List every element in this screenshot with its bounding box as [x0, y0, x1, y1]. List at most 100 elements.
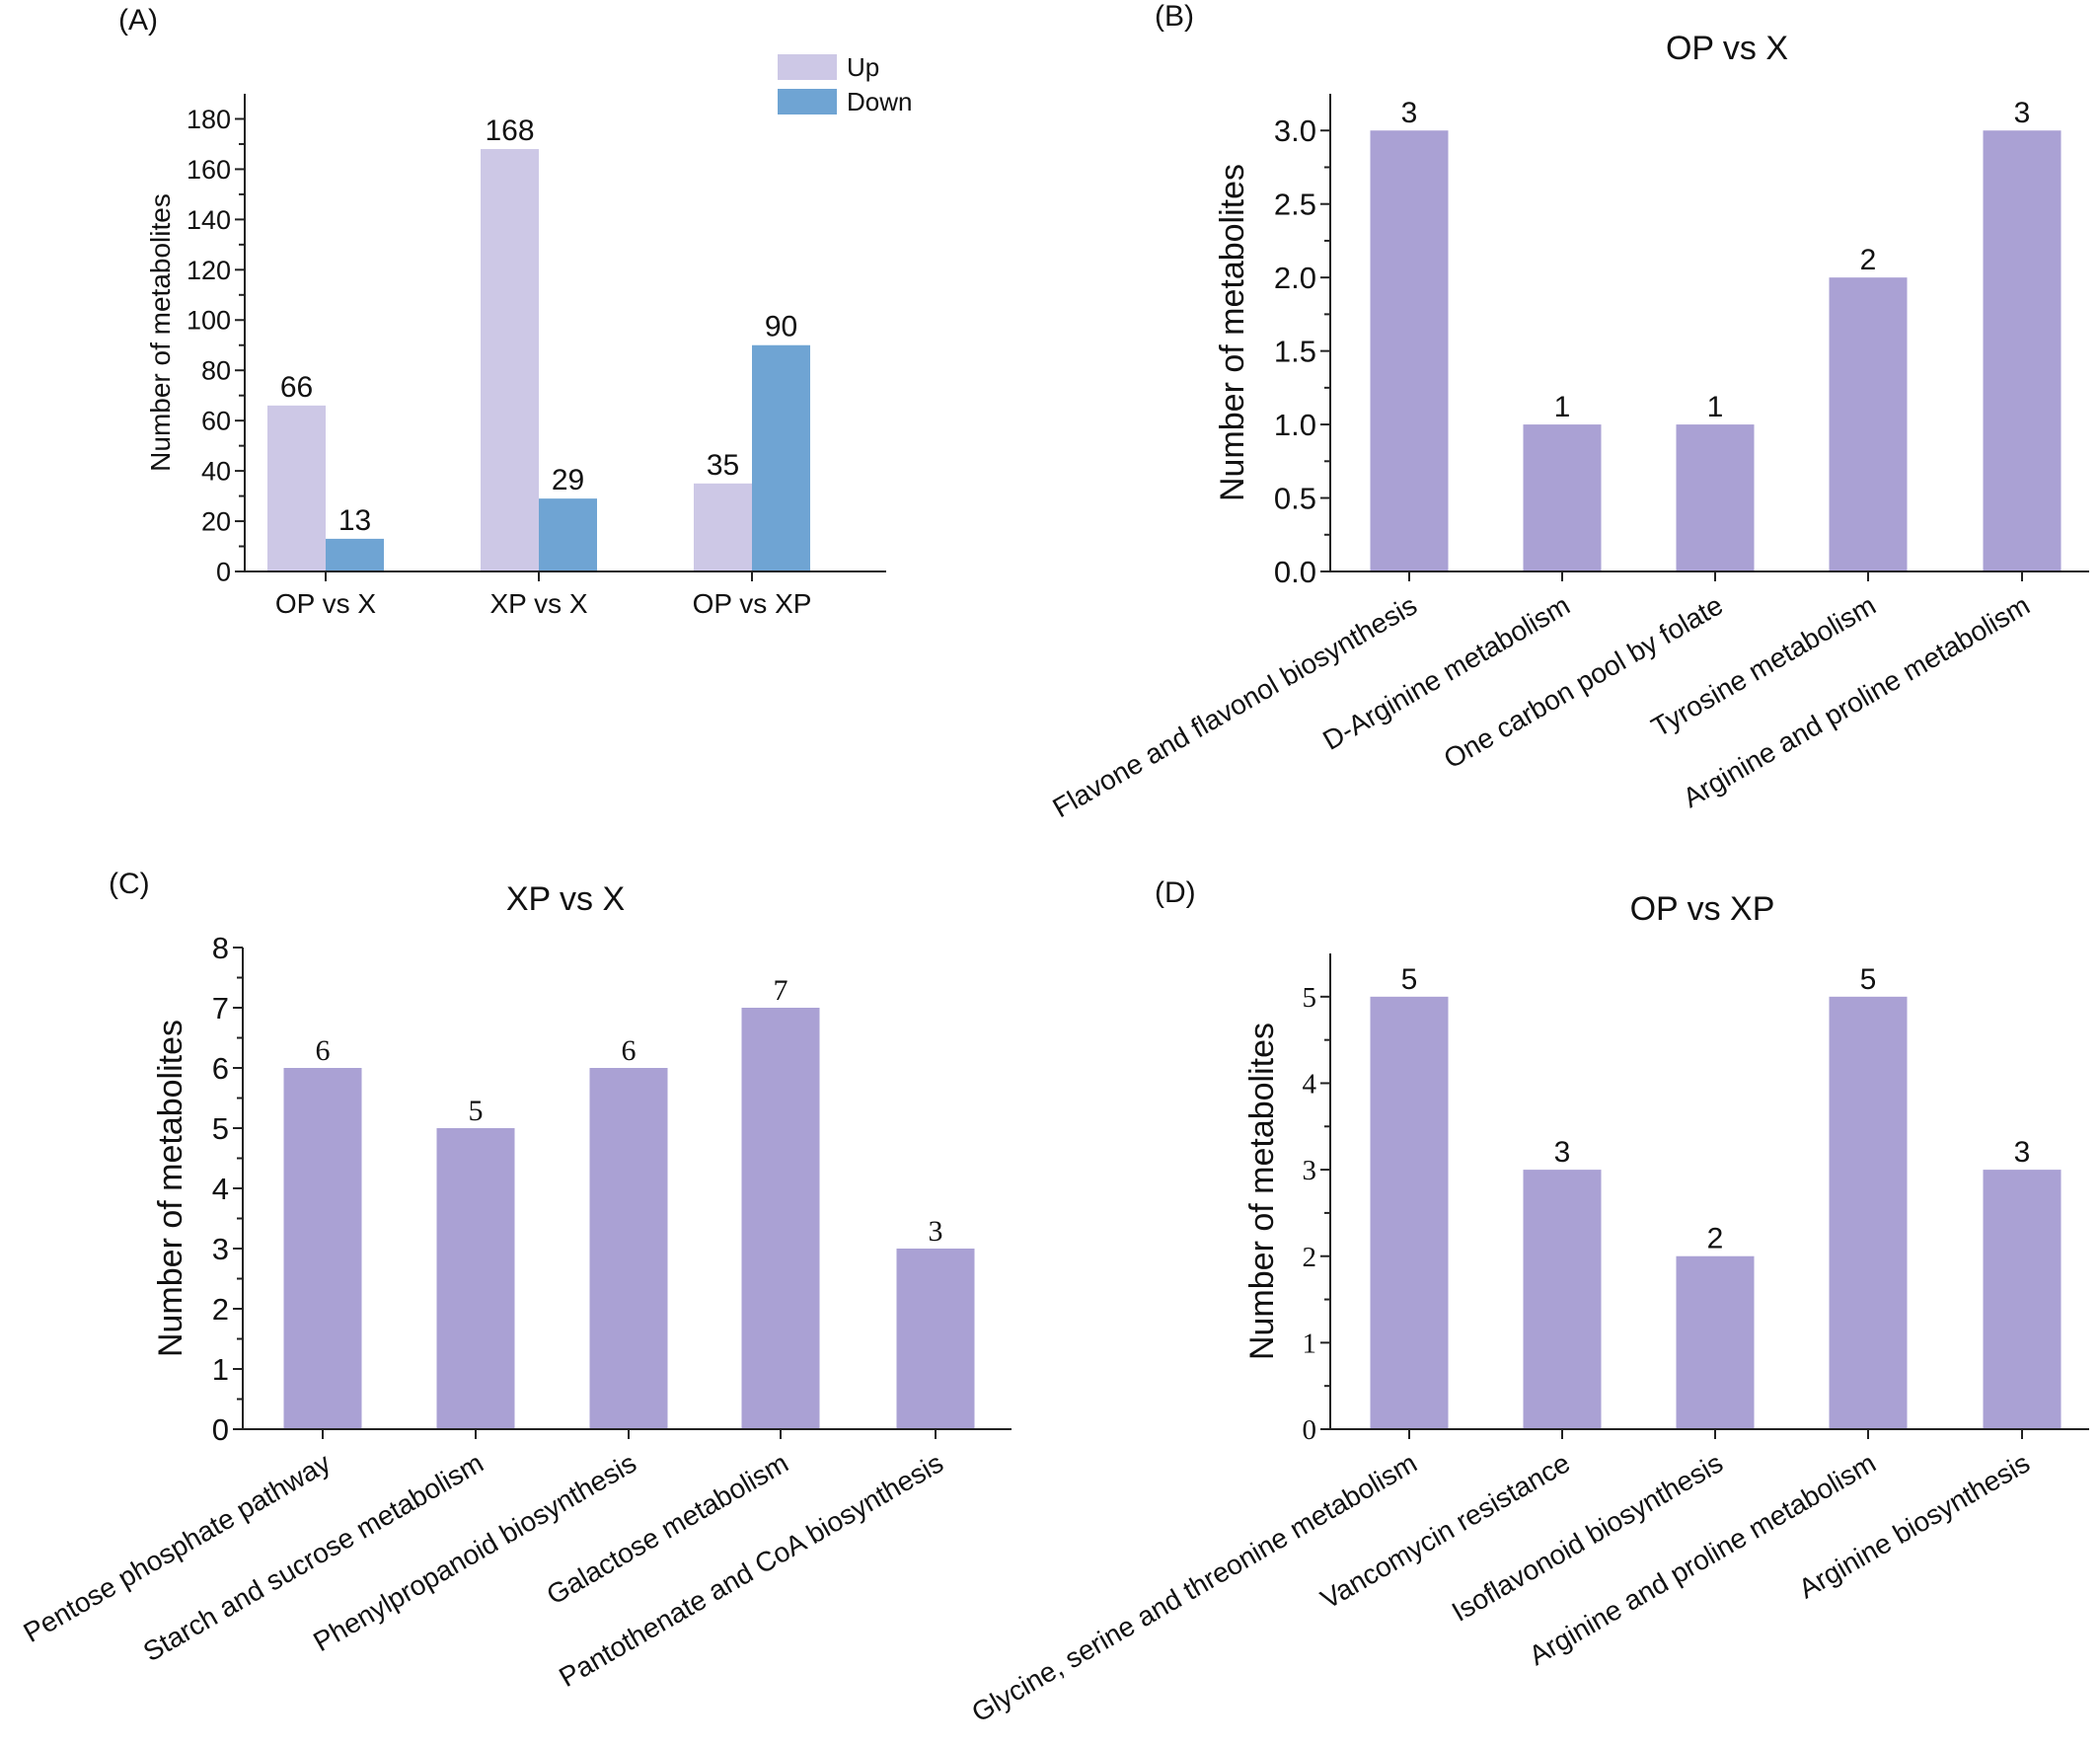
y-tick-label: 4 [1303, 1069, 1317, 1101]
y-tick-label: 8 [212, 931, 229, 965]
y-tick-label: 0 [1303, 1414, 1317, 1446]
y-tick-label: 0.5 [1274, 481, 1316, 515]
bar-value-label: 3 [1401, 97, 1418, 129]
y-tick-label: 2 [212, 1292, 229, 1327]
x-tick-label: OP vs X [275, 588, 377, 619]
y-tick-label: 1.5 [1274, 334, 1316, 368]
y-tick-label: 120 [187, 256, 231, 285]
bar-value-label: 6 [622, 1034, 637, 1067]
bar-4 [896, 1249, 975, 1429]
y-tick-label: 40 [201, 457, 231, 487]
legend-label: Up [847, 52, 879, 82]
chart-panel-a: (A) Number of metabolites 66 13 OP vs X 168 29… [118, 4, 912, 619]
y-tick-label: 0.0 [1274, 555, 1316, 589]
y-tick-label: 5 [1303, 982, 1317, 1014]
bar-4 [1983, 130, 2062, 571]
bar-value-label: 3 [2014, 97, 2031, 129]
bar-2 [589, 1068, 668, 1429]
bar-down-1 [539, 498, 597, 571]
panel-label: (A) [118, 4, 158, 37]
bar-value-label: 3 [2014, 1136, 2031, 1169]
bar-value-label: 1 [1554, 391, 1571, 423]
bar-value-label: 2 [1707, 1223, 1724, 1255]
bar-1 [1523, 1170, 1602, 1429]
bar-value-label: 168 [485, 114, 534, 147]
bar-down-2 [752, 344, 810, 571]
bar-3 [741, 1008, 820, 1429]
y-tick-label: 80 [201, 356, 231, 386]
bar-2 [1676, 1255, 1755, 1429]
y-tick-label: 4 [212, 1172, 229, 1206]
bar-1 [1523, 424, 1602, 571]
y-tick-label: 6 [212, 1051, 229, 1086]
y-tick-label: 2 [1303, 1242, 1317, 1273]
bar-down-0 [326, 538, 384, 571]
chart-title: OP vs X [1666, 30, 1788, 67]
bar-value-label: 29 [552, 464, 584, 496]
bar-0 [1370, 130, 1449, 571]
bar-value-label: 5 [1401, 963, 1418, 996]
chart-title: OP vs XP [1630, 890, 1775, 928]
x-tick-label: Vancomycin resistance [1315, 1447, 1575, 1615]
y-tick-label: 1.0 [1274, 408, 1316, 442]
bar-2 [1676, 424, 1755, 571]
bar-value-label: 66 [280, 371, 313, 404]
y-tick-label: 2.0 [1274, 261, 1316, 295]
y-axis-label: Number of metabolites [152, 1020, 189, 1357]
bar-4 [1983, 1170, 2062, 1429]
legend-swatch-up [778, 54, 837, 80]
bar-up-2 [694, 483, 752, 571]
y-tick-label: 0 [216, 557, 231, 586]
y-tick-label: 0 [212, 1412, 229, 1447]
bar-1 [436, 1128, 515, 1429]
y-axis-label: Number of metabolites [1214, 164, 1251, 501]
y-tick-label: 3 [212, 1232, 229, 1266]
bar-0 [1370, 996, 1449, 1429]
panel-label: (D) [1155, 876, 1196, 909]
bar-value-label: 5 [1860, 963, 1877, 996]
x-tick-label: One carbon pool by folate [1439, 589, 1728, 774]
bar-3 [1829, 277, 1908, 571]
chart-title: XP vs X [506, 880, 625, 918]
y-tick-label: 2.5 [1274, 188, 1316, 222]
y-tick-label: 7 [212, 991, 229, 1025]
x-tick-label: D-Arginine metabolism [1317, 589, 1575, 755]
y-tick-label: 160 [187, 155, 231, 185]
bar-value-label: 13 [338, 504, 371, 537]
y-tick-label: 60 [201, 407, 231, 436]
y-tick-label: 3 [1303, 1155, 1317, 1186]
bar-0 [283, 1068, 362, 1429]
x-tick-label: Isoflavonoid biosynthesis [1447, 1447, 1728, 1627]
y-tick-label: 100 [187, 306, 231, 336]
legend: Up Down [778, 52, 912, 116]
y-tick-label: 3.0 [1274, 114, 1316, 148]
bar-value-label: 6 [316, 1034, 331, 1067]
bar-3 [1829, 996, 1908, 1429]
y-tick-label: 180 [187, 105, 231, 134]
legend-swatch-down [778, 89, 837, 114]
bar-value-label: 35 [707, 449, 739, 482]
bar-value-label: 3 [1554, 1136, 1571, 1169]
x-tick-label: XP vs X [489, 588, 587, 619]
bar-value-label: 7 [774, 974, 788, 1007]
legend-label: Down [847, 87, 912, 116]
y-tick-label: 20 [201, 507, 231, 537]
bar-up-0 [267, 405, 326, 571]
bar-value-label: 5 [469, 1095, 484, 1127]
bar-value-label: 1 [1707, 391, 1724, 423]
y-tick-label: 1 [1303, 1329, 1317, 1360]
panel-label: (B) [1155, 0, 1194, 33]
y-tick-label: 140 [187, 205, 231, 235]
x-tick-label: Galactose metabolism [542, 1447, 793, 1610]
bar-value-label: 90 [765, 311, 797, 343]
bar-up-1 [481, 149, 539, 571]
y-tick-label: 5 [212, 1111, 229, 1146]
panel-label: (C) [109, 868, 150, 900]
bar-value-label: 2 [1860, 244, 1877, 276]
y-axis-label: Number of metabolites [1243, 1023, 1281, 1360]
x-tick-label: OP vs XP [693, 588, 812, 619]
